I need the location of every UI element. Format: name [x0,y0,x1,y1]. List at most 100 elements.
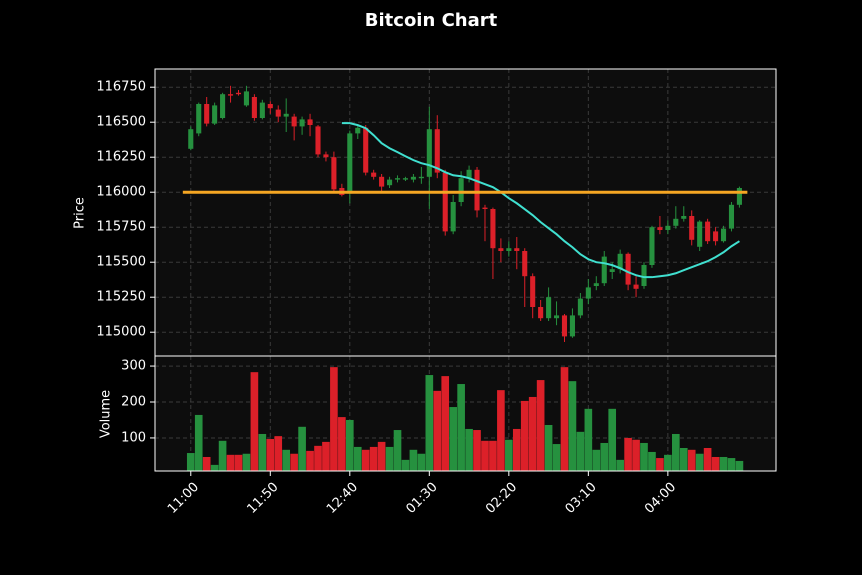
candle-body [283,113,289,117]
candle-body [705,221,711,242]
volume-bar [584,408,593,471]
candle-body [379,176,385,187]
volume-bar [401,459,410,471]
candle-body [307,119,313,125]
candle-body [315,126,321,155]
candle-body [204,104,210,124]
candle-body [697,221,703,247]
volume-frame [154,355,777,472]
volume-bar [202,456,211,471]
candle-body [585,287,591,299]
candle-body [649,227,655,265]
volume-bar [528,396,537,471]
volume-bar [353,446,362,471]
volume-bar [242,453,251,471]
y-tick-label: 116000 [96,185,146,200]
candle-body [713,231,719,242]
y-axis-label: Volume [99,390,114,438]
volume-bar [624,437,632,471]
candle-body [331,157,337,190]
candle-body [665,225,671,230]
candle-body [625,253,631,285]
volume-bar [671,433,680,471]
volume-bar [727,458,736,471]
volume-bar [425,375,434,471]
y-axis-label: Price [73,197,88,229]
candle-body [538,307,544,319]
volume-bar [282,449,291,471]
volume-bar [719,456,728,471]
y-tick-label: 115750 [96,220,146,235]
candle-body [577,298,583,316]
volume-bar [664,454,672,471]
y-tick-label: 116250 [96,150,146,165]
candle-body [641,265,647,286]
volume-bar [481,440,489,471]
candle-body [387,179,393,186]
volume-bar [497,390,505,471]
candle-body [569,315,575,337]
candle-body [291,116,297,127]
candle-body [498,248,504,251]
volume-bar [600,442,609,471]
y-tick-label: 116750 [96,80,146,95]
candle-body [355,127,361,134]
volume-bar [226,454,235,471]
volume-bar [290,453,298,471]
candle-body [633,284,639,289]
moving-average [341,122,740,279]
volume-bar [298,426,306,471]
candle-body [553,315,560,319]
volume-bar [449,407,457,471]
volume-bar [457,384,465,471]
volume-bar [250,372,259,471]
candle-body [227,94,234,96]
candle-body [522,251,528,277]
volume-bar [417,453,426,471]
candle-body [251,97,257,118]
volume-bar [656,458,664,471]
plot-layer [155,69,776,471]
candle-body [243,91,249,106]
volume-bar [338,417,346,471]
candle-body [363,127,369,173]
volume-bar [274,436,283,471]
candle-body [617,253,623,270]
candle-body [394,178,401,180]
volume-bar [703,448,712,471]
volume-bar [330,367,338,471]
candle-body [546,297,552,319]
candle-body [593,283,599,286]
volume-bar [433,390,442,471]
candle-body [220,94,226,118]
y-tick-label: 100 [121,430,146,445]
volume-bar [695,453,704,471]
candle-body [657,227,663,230]
y-tick-label: 300 [121,359,146,374]
volume-bar [687,449,696,471]
volume-bar [505,439,513,471]
candle-body [482,207,488,209]
y-tick-label: 200 [121,395,146,410]
volume-bar [489,440,497,471]
candle-body [434,129,440,173]
candle-body [530,276,536,307]
y-tick-label: 115250 [96,290,146,305]
volume-bar [306,450,314,471]
y-tick-label: 115000 [96,325,146,340]
candle-body [601,256,607,284]
chart-title: Bitcoin Chart [365,10,498,31]
candle-body [689,216,695,240]
candle-body [442,172,448,232]
volume-bar [735,460,744,471]
candle-body [418,176,424,179]
volume-bar [369,446,378,471]
volume-bar [322,441,330,471]
volume-bar [258,433,267,471]
volume-bar [616,459,624,471]
volume-bar [345,419,354,471]
volume-bar [194,414,203,471]
volume-bar [552,444,561,471]
volume-bar [409,449,418,471]
